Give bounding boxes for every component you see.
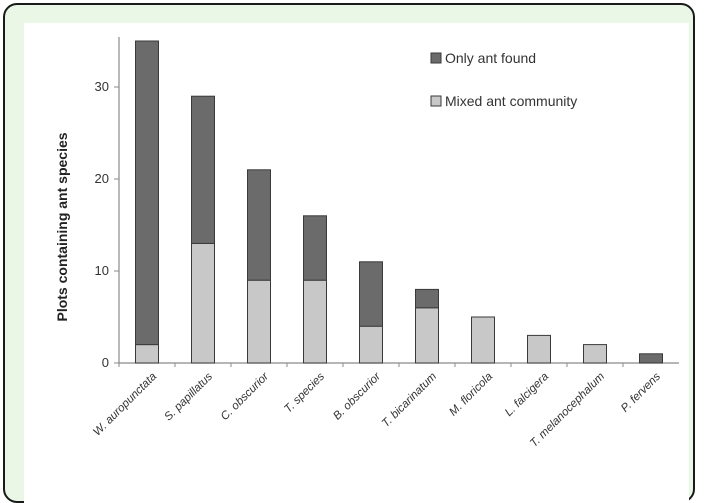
x-category-label: S. papillatus bbox=[162, 370, 215, 423]
bar-segment-only bbox=[639, 353, 663, 364]
x-category-label: T. species bbox=[282, 370, 327, 415]
legend: Only ant found Mixed ant community bbox=[430, 50, 577, 109]
y-tick-label: 30 bbox=[95, 79, 109, 94]
bar-segment-only bbox=[359, 261, 383, 327]
bar-segment-only bbox=[247, 169, 271, 281]
y-tick-label: 10 bbox=[95, 263, 109, 278]
y-ticks: 0 10 20 30 bbox=[95, 79, 119, 370]
bar-segment-mixed bbox=[583, 344, 607, 364]
bar-segment-mixed bbox=[359, 325, 383, 364]
bar-segment-mixed bbox=[191, 242, 215, 364]
x-category-label: C. obscurior bbox=[219, 370, 272, 423]
bar-segment-mixed bbox=[415, 307, 439, 364]
x-category-label: W. auropunctata bbox=[91, 371, 159, 439]
x-category-label: B. obscurior bbox=[331, 370, 384, 423]
bar-segment-only bbox=[303, 215, 327, 281]
legend-swatch bbox=[430, 95, 442, 107]
bar-segment-only bbox=[191, 95, 215, 244]
legend-swatch bbox=[430, 52, 442, 64]
x-tick-labels: W. auropunctata S. papillatus C. obscurior… bbox=[91, 363, 663, 450]
bar-segment-only bbox=[415, 288, 439, 309]
x-category-label: L. falcigera bbox=[503, 371, 551, 419]
figure-frame: 0 10 20 30 W. auropunctata S. papillatus C. o… bbox=[3, 3, 695, 503]
stacked-bar-chart: 0 10 20 30 W. auropunctata S. papillatus C. o… bbox=[54, 37, 679, 450]
bar-segment-mixed bbox=[247, 279, 271, 364]
bar-segment-only bbox=[135, 40, 159, 346]
bar-segment-mixed bbox=[527, 334, 551, 364]
x-category-label: P. fervens bbox=[619, 370, 663, 414]
y-tick-label: 20 bbox=[95, 171, 109, 186]
legend-label: Only ant found bbox=[445, 50, 536, 66]
x-category-label: T. bicarinatum bbox=[380, 370, 440, 430]
bar-segment-mixed bbox=[303, 279, 327, 364]
legend-label: Mixed ant community bbox=[445, 93, 577, 109]
x-category-label: M. floricola bbox=[447, 371, 495, 419]
bar-segment-mixed bbox=[135, 344, 159, 364]
bars bbox=[135, 40, 663, 364]
plot-panel: 0 10 20 30 W. auropunctata S. papillatus C. o… bbox=[24, 23, 689, 503]
bar-segment-mixed bbox=[471, 316, 495, 364]
y-axis-label: Plots containing ant species bbox=[54, 132, 70, 321]
y-tick-label: 0 bbox=[102, 355, 109, 370]
